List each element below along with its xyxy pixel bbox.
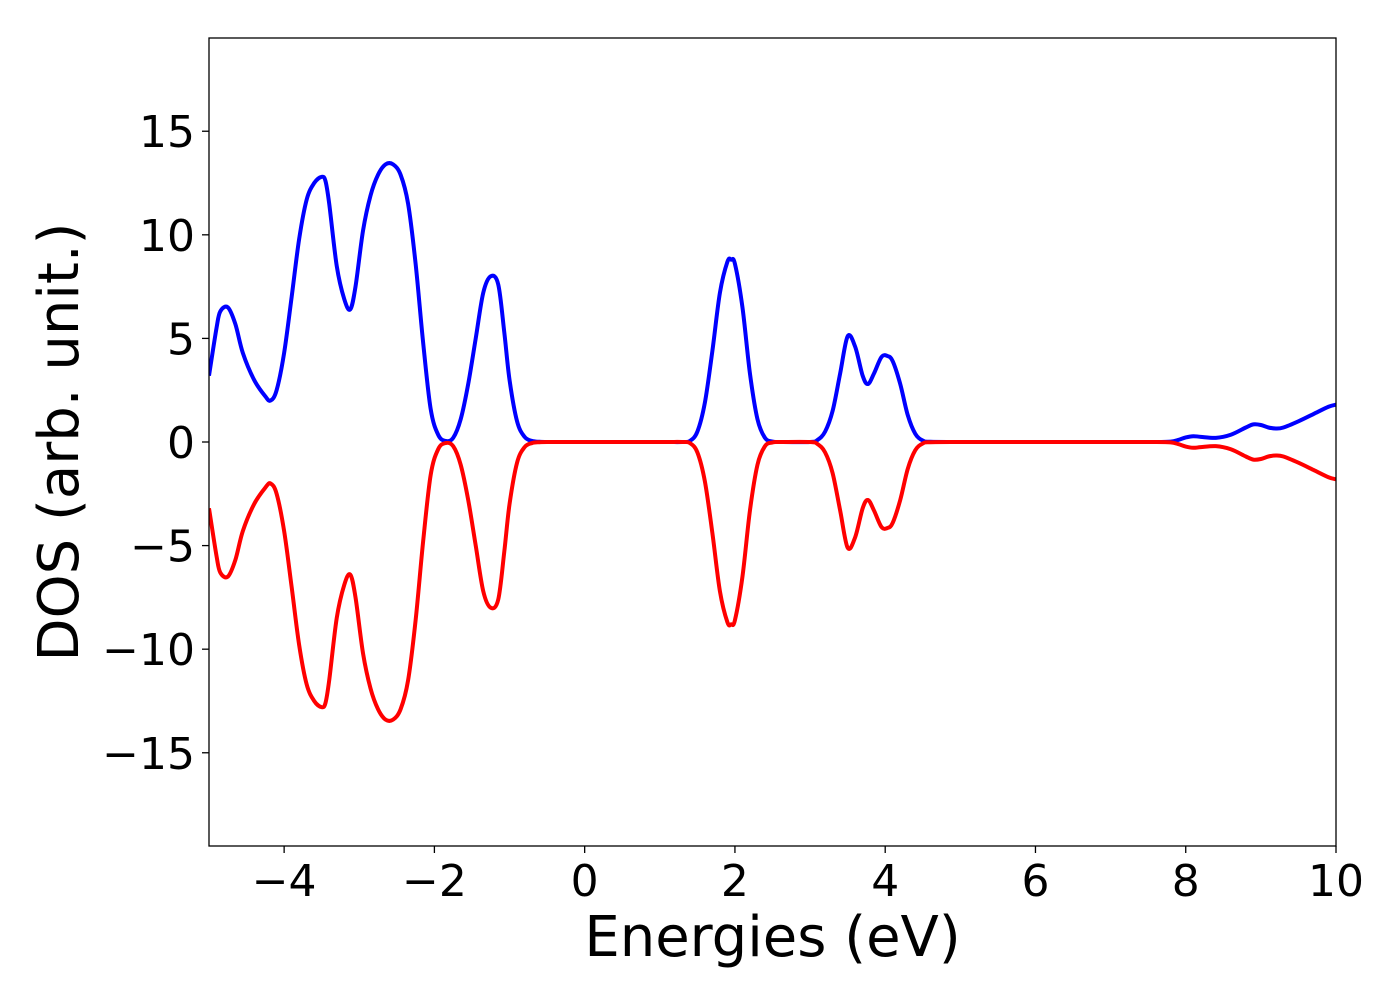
y-axis: −15 −10 −5 0 5 10 15 [102,107,209,780]
x-tick-label: 8 [1172,856,1200,907]
series-layer [209,161,1336,723]
y-tick-label: 10 [139,211,195,262]
x-tick-label: 4 [871,856,899,907]
y-tick-label: 5 [167,314,195,365]
plot-area [208,37,1337,847]
x-tick-label: 6 [1021,856,1049,907]
x-tick-label: −4 [252,856,317,907]
y-tick-label: −5 [130,522,195,573]
y-tick-label: −10 [102,625,195,676]
x-tick-label: −2 [402,856,467,907]
x-tick-label: 10 [1308,856,1364,907]
x-tick-label: 2 [721,856,749,907]
y-tick-label: 0 [167,418,195,469]
x-axis: −4 −2 0 2 4 6 8 10 [252,846,1364,907]
series-line-1 [209,439,1336,723]
x-tick-label: 0 [571,856,599,907]
series-line-0 [209,161,1336,445]
y-tick-label: −15 [102,729,195,780]
x-axis-label: Energies (eV) [584,905,960,970]
y-axis-label: DOS (arb. unit.) [27,222,92,661]
y-tick-label: 15 [139,107,195,158]
